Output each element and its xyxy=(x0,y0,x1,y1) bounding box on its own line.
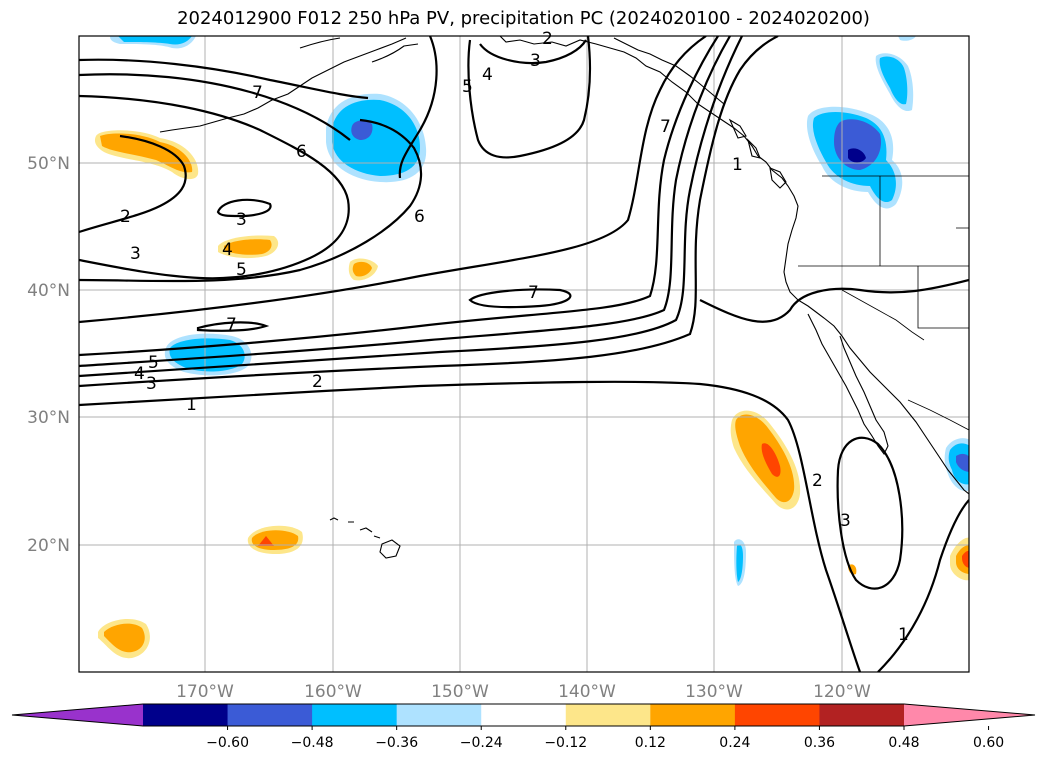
lat-label-20n: 20°N xyxy=(27,536,70,556)
colorbar-tick-label: −0.24 xyxy=(460,735,503,751)
page-title: 2024012900 F012 250 hPa PV, precipitatio… xyxy=(177,8,870,29)
contour-label: 3 xyxy=(130,244,141,264)
precip-positive-region xyxy=(258,536,274,546)
contour-label: 1 xyxy=(732,155,743,175)
colorbar-extend-min xyxy=(12,704,143,726)
lon-label-160w: 160°W xyxy=(304,682,362,702)
colorbar-outline xyxy=(11,703,1036,727)
longitude-labels: 170°W 160°W 150°W 140°W 130°W 120°W xyxy=(176,682,871,702)
contour-label: 4 xyxy=(134,364,145,384)
colorbar-tick-label: −0.48 xyxy=(291,735,334,751)
colorbar-segment xyxy=(481,704,567,726)
contour-label: 1 xyxy=(186,395,197,415)
map-frame xyxy=(78,35,970,673)
precip-negative-region xyxy=(118,36,192,45)
colorbar-segment xyxy=(396,704,482,726)
contour-label: 4 xyxy=(482,65,493,85)
lat-label-30n: 30°N xyxy=(27,408,70,428)
precip-negative-region xyxy=(848,148,866,163)
contour-label: 4 xyxy=(222,240,233,260)
colorbar-tick-label: −0.60 xyxy=(206,735,249,751)
pv-contours xyxy=(79,36,969,672)
colorbar-tick-label: 0.36 xyxy=(804,735,835,751)
colorbar: −0.60 −0.48 −0.36 −0.24 −0.12 0.12 0.24 0.36 0.4… xyxy=(11,703,1036,751)
precip-negative-region xyxy=(879,56,908,105)
colorbar-segment xyxy=(565,704,651,726)
precip-negative-region xyxy=(332,99,420,176)
colorbar-tick-label: 0.12 xyxy=(635,735,666,751)
contour-label: 6 xyxy=(414,207,425,227)
contour-label: 5 xyxy=(236,260,247,280)
precip-negative-region xyxy=(898,36,916,41)
precip-negative-region xyxy=(834,119,882,170)
contour-label: 3 xyxy=(146,374,157,394)
colorbar-tick-label: 0.24 xyxy=(719,735,750,751)
precip-positive-region xyxy=(352,261,372,277)
colorbar-segment xyxy=(819,704,905,726)
colorbar-segment xyxy=(650,704,736,726)
lat-label-40n: 40°N xyxy=(27,281,70,301)
precip-positive-region xyxy=(962,550,969,568)
colorbar-tick-label: 0.48 xyxy=(888,735,919,751)
precip-positive-region xyxy=(224,239,272,255)
precip-negative-region xyxy=(351,120,373,140)
lon-label-150w: 150°W xyxy=(431,682,489,702)
precip-positive-region xyxy=(761,443,781,477)
colorbar-segment xyxy=(312,704,398,726)
precip-positive-region xyxy=(104,623,145,653)
coastlines xyxy=(159,36,969,559)
latitude-labels: 50°N 40°N 30°N 20°N xyxy=(27,154,70,556)
contour-label: 2 xyxy=(120,207,131,227)
lat-label-50n: 50°N xyxy=(27,154,70,174)
contour-labels: 1 2 3 4 5 7 7 3 5 4 3 2 6 6 7 3 4 5 2 7 … xyxy=(120,29,909,645)
precip-negative-region xyxy=(169,338,245,372)
contour-label: 2 xyxy=(542,29,553,49)
contour-label: 3 xyxy=(530,51,541,71)
contour-label: 1 xyxy=(898,625,909,645)
precip-negative-region xyxy=(956,453,969,472)
lon-label-130w: 130°W xyxy=(685,682,743,702)
precip-negative-region xyxy=(736,544,743,582)
contour-label: 7 xyxy=(252,83,263,103)
contour-label: 5 xyxy=(462,77,473,97)
colorbar-tick-label: 0.60 xyxy=(973,735,1004,751)
contour-label: 2 xyxy=(312,372,323,392)
colorbar-extend-max xyxy=(904,704,1035,726)
contour-label: 7 xyxy=(226,315,237,335)
contour-label: 3 xyxy=(236,210,247,230)
colorbar-segment xyxy=(734,704,820,726)
colorbar-tick-label: −0.36 xyxy=(375,735,418,751)
colorbar-segment xyxy=(143,704,229,726)
colorbar-tick-label: −0.12 xyxy=(544,735,587,751)
contour-label: 3 xyxy=(840,511,851,531)
contour-label: 7 xyxy=(528,283,539,303)
political-borders xyxy=(798,175,969,431)
contour-label: 2 xyxy=(812,471,823,491)
lon-label-140w: 140°W xyxy=(558,682,616,702)
contour-label: 6 xyxy=(296,142,307,162)
lon-label-170w: 170°W xyxy=(176,682,234,702)
colorbar-segment xyxy=(227,704,313,726)
lon-label-120w: 120°W xyxy=(813,682,871,702)
contour-label: 7 xyxy=(660,117,671,137)
contour-label: 5 xyxy=(148,353,159,373)
